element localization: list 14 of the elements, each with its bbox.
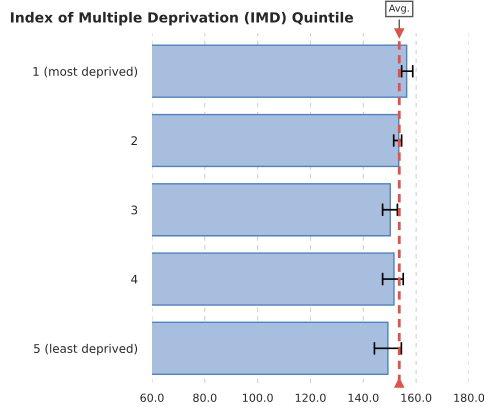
chart-title: Index of Multiple Deprivation (IMD) Quintile <box>10 12 354 26</box>
x-tick-label: 100.0 <box>242 394 273 402</box>
x-tick-label: 60.0 <box>140 394 164 402</box>
y-tick-label: 4 <box>131 274 138 284</box>
x-tick-label: 180.0 <box>454 394 484 402</box>
y-tick-label: 2 <box>131 136 137 145</box>
x-tick-label: 140.0 <box>348 394 378 402</box>
y-tick-label: 1 (most deprived) <box>34 66 138 78</box>
ref-line-label: Avg. <box>388 4 409 14</box>
x-tick-label: 160.0 <box>401 394 432 402</box>
x-tick-label: 120.0 <box>296 394 326 402</box>
y-tick-label: 5 (least deprived) <box>34 344 138 356</box>
y-tick-label: 3 <box>131 205 138 214</box>
x-tick-label: 80.0 <box>193 394 216 402</box>
